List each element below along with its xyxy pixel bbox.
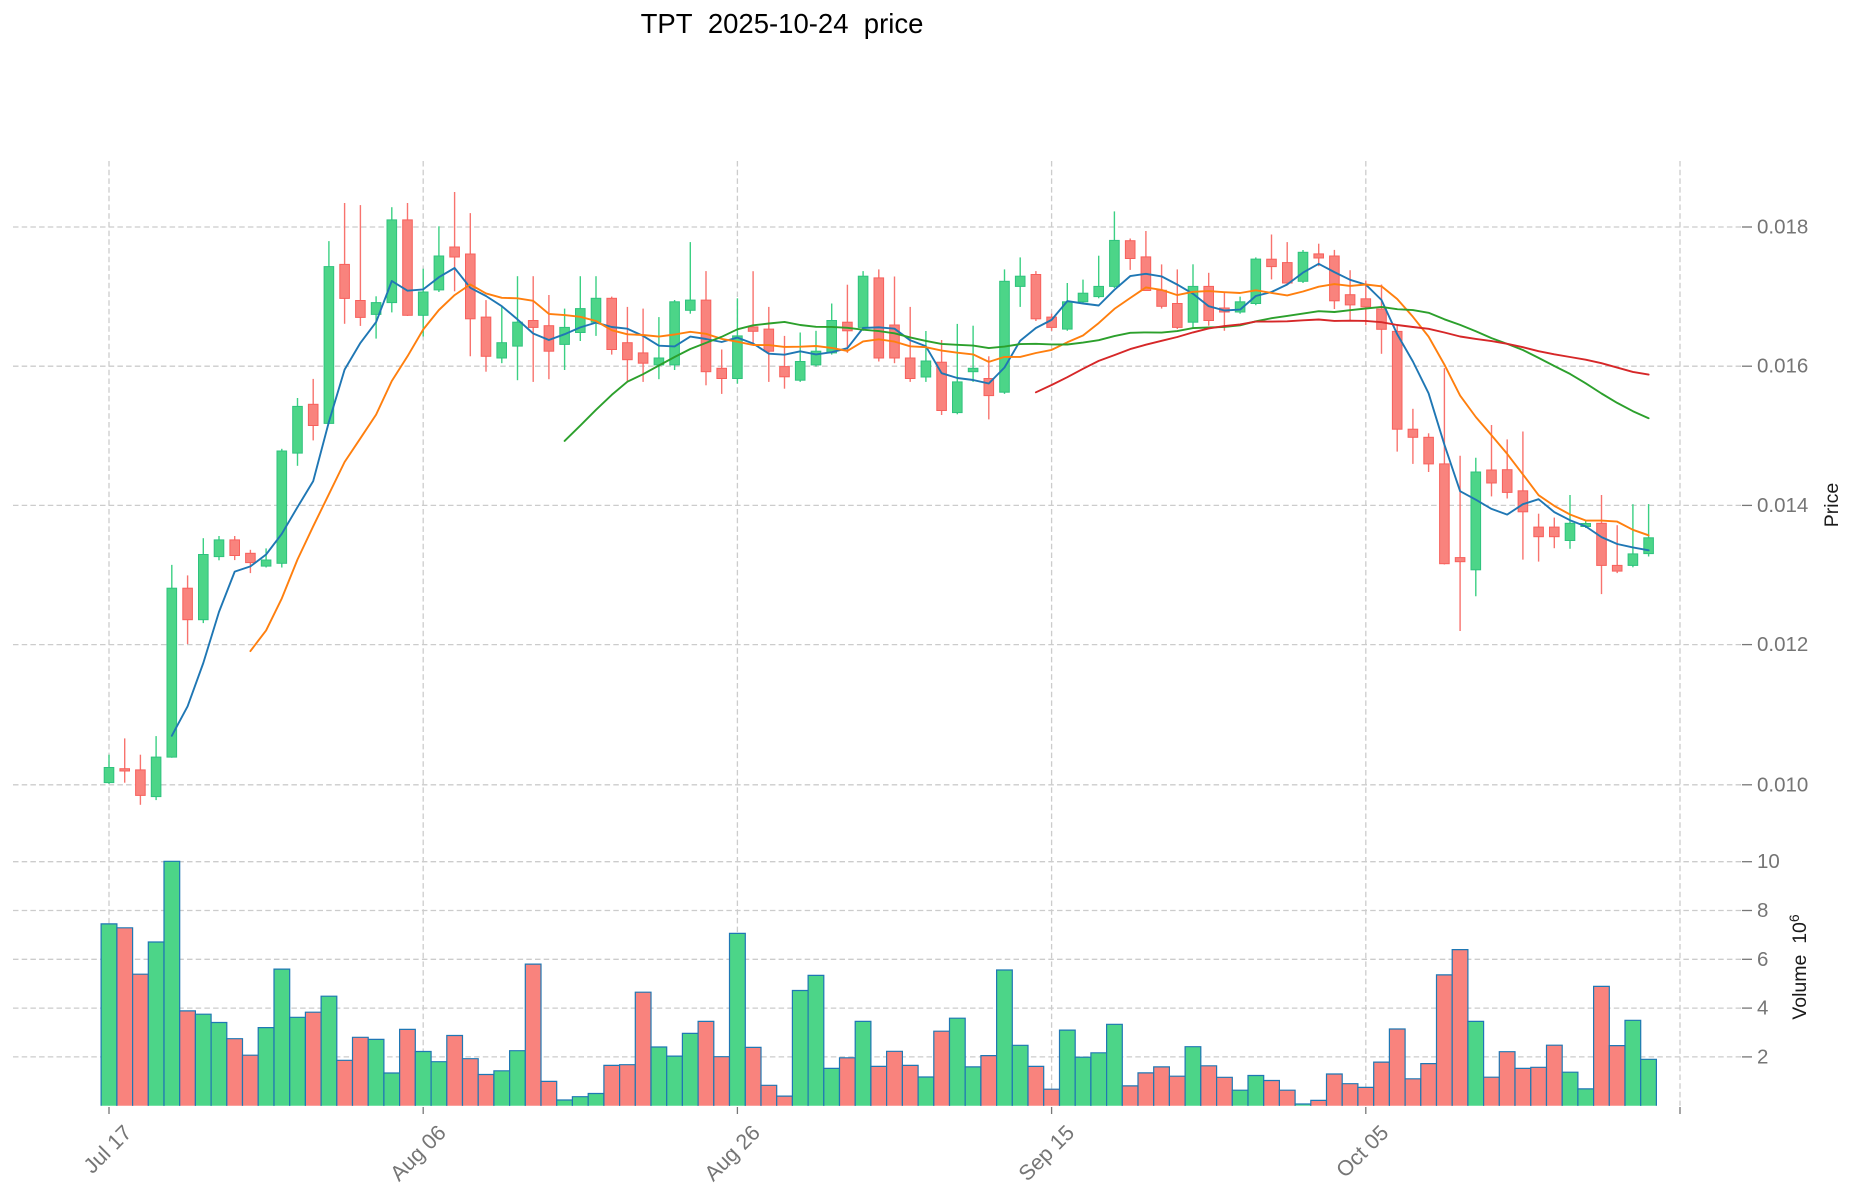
svg-text:0.010: 0.010: [1757, 773, 1808, 796]
svg-text:Price: Price: [1821, 483, 1843, 527]
svg-text:Volume 106: Volume 106: [1786, 914, 1811, 1020]
svg-text:6: 6: [1757, 948, 1768, 971]
svg-text:4: 4: [1757, 997, 1768, 1020]
svg-text:0.014: 0.014: [1757, 494, 1808, 517]
svg-text:0.018: 0.018: [1757, 216, 1808, 239]
svg-text:2: 2: [1757, 1045, 1768, 1068]
svg-text:0.016: 0.016: [1757, 355, 1808, 378]
svg-text:10: 10: [1757, 850, 1780, 873]
svg-text:TPT 2025-10-24 price: TPT 2025-10-24 price: [641, 8, 924, 39]
svg-text:8: 8: [1757, 899, 1768, 922]
svg-text:0.012: 0.012: [1757, 633, 1808, 656]
